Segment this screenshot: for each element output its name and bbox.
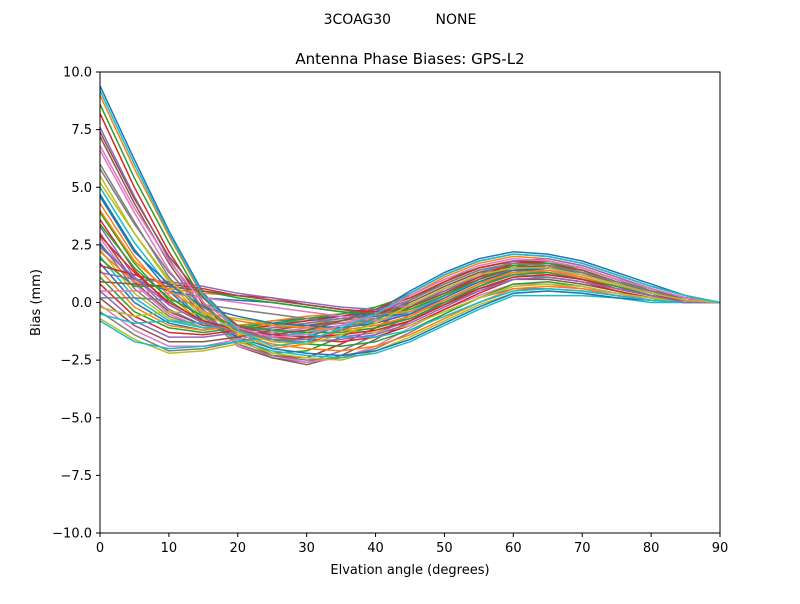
y-tick-label: 0.0 [71,296,92,311]
x-tick-label: 50 [436,541,453,556]
series-line-45 [99,246,720,343]
series-line-49 [99,182,721,345]
y-tick-label: −10.0 [52,527,92,542]
x-tick-label: 90 [712,541,729,556]
x-tick-label: 20 [230,541,247,556]
y-tick-label: −7.5 [60,469,92,484]
x-tick-label: 0 [96,541,104,556]
x-tick-label: 70 [574,541,591,556]
y-tick-label: 2.5 [71,238,92,253]
y-axis: −10.0 −7.5 −5.0 −2.5 0.0 2.5 5.0 7.5 10.0 [52,66,100,542]
y-tick-label: 7.5 [71,123,92,138]
x-tick-label: 40 [367,541,384,556]
series-line-47 [99,145,721,338]
series-line-50 [99,90,721,348]
x-tick-label: 80 [643,541,660,556]
x-tick-label: 10 [161,541,178,556]
x-tick-label: 60 [505,541,522,556]
y-axis-label: Bias (mm) [29,269,44,336]
figure-suptitle: 3COAG30 NONE [324,12,477,28]
series-line-39 [99,283,720,334]
y-tick-label: 10.0 [63,66,92,81]
y-tick-label: −5.0 [60,411,92,426]
x-axis: 0 10 20 30 40 50 60 70 80 90 [96,533,728,556]
x-axis-label: Elvation angle (degrees) [330,563,489,578]
x-tick-label: 30 [298,541,315,556]
series-line-43 [99,223,721,334]
series-line-48 [99,168,721,341]
series-layer [99,85,721,366]
y-tick-label: −2.5 [60,354,92,369]
chart-title: Antenna Phase Biases: GPS-L2 [295,50,524,68]
y-tick-label: 5.0 [71,181,92,196]
